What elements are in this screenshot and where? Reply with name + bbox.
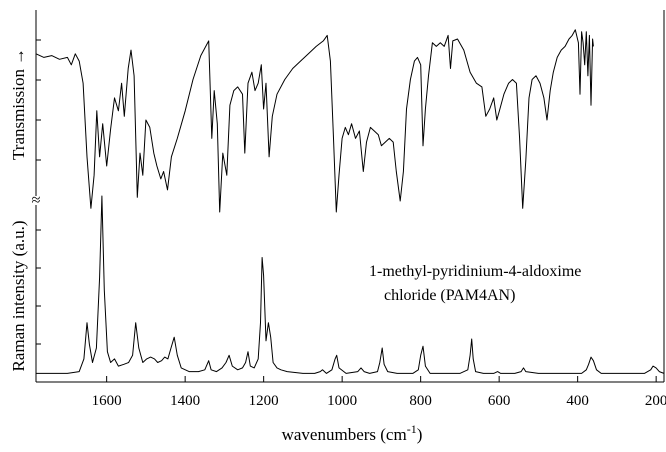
x-tick-label-400: 400 <box>566 393 589 409</box>
xlabel-text: wavenumbers (cm <box>282 425 407 444</box>
axis-break-gap <box>30 196 42 205</box>
x-tick-label-600: 600 <box>488 393 511 409</box>
ylabel-ir-arrow: → <box>9 48 28 65</box>
x-tick-label-800: 800 <box>409 393 432 409</box>
x-tick-label-1000: 1000 <box>327 393 357 409</box>
xlabel: wavenumbers (cm-1) <box>282 422 423 444</box>
annotation-line-2: chloride (PAM4AN) <box>384 287 515 304</box>
x-tick-label-1600: 1600 <box>92 393 122 409</box>
x-ticks: 1600 1400 1200 1000 800 600 400 200 <box>92 376 666 409</box>
x-tick-label-1400: 1400 <box>170 393 200 409</box>
ylabel-ir: Transmission → <box>9 48 28 160</box>
y-ticks <box>36 39 41 345</box>
xlabel-close: ) <box>417 425 423 444</box>
annotation-line-1: 1-methyl-pyridinium-4-aldoxime <box>369 263 581 280</box>
series-line-ir <box>35 29 594 213</box>
ylabel-ir-text: Transmission <box>9 68 28 160</box>
xlabel-sup: -1 <box>407 422 417 436</box>
ylabel-raman: Raman intensity (a.u.) <box>9 220 28 371</box>
x-tick-label-200: 200 <box>645 393 666 409</box>
axis-break-mark: ≈ <box>32 192 41 209</box>
x-tick-label-1200: 1200 <box>249 393 279 409</box>
series-line-raman <box>36 195 665 374</box>
